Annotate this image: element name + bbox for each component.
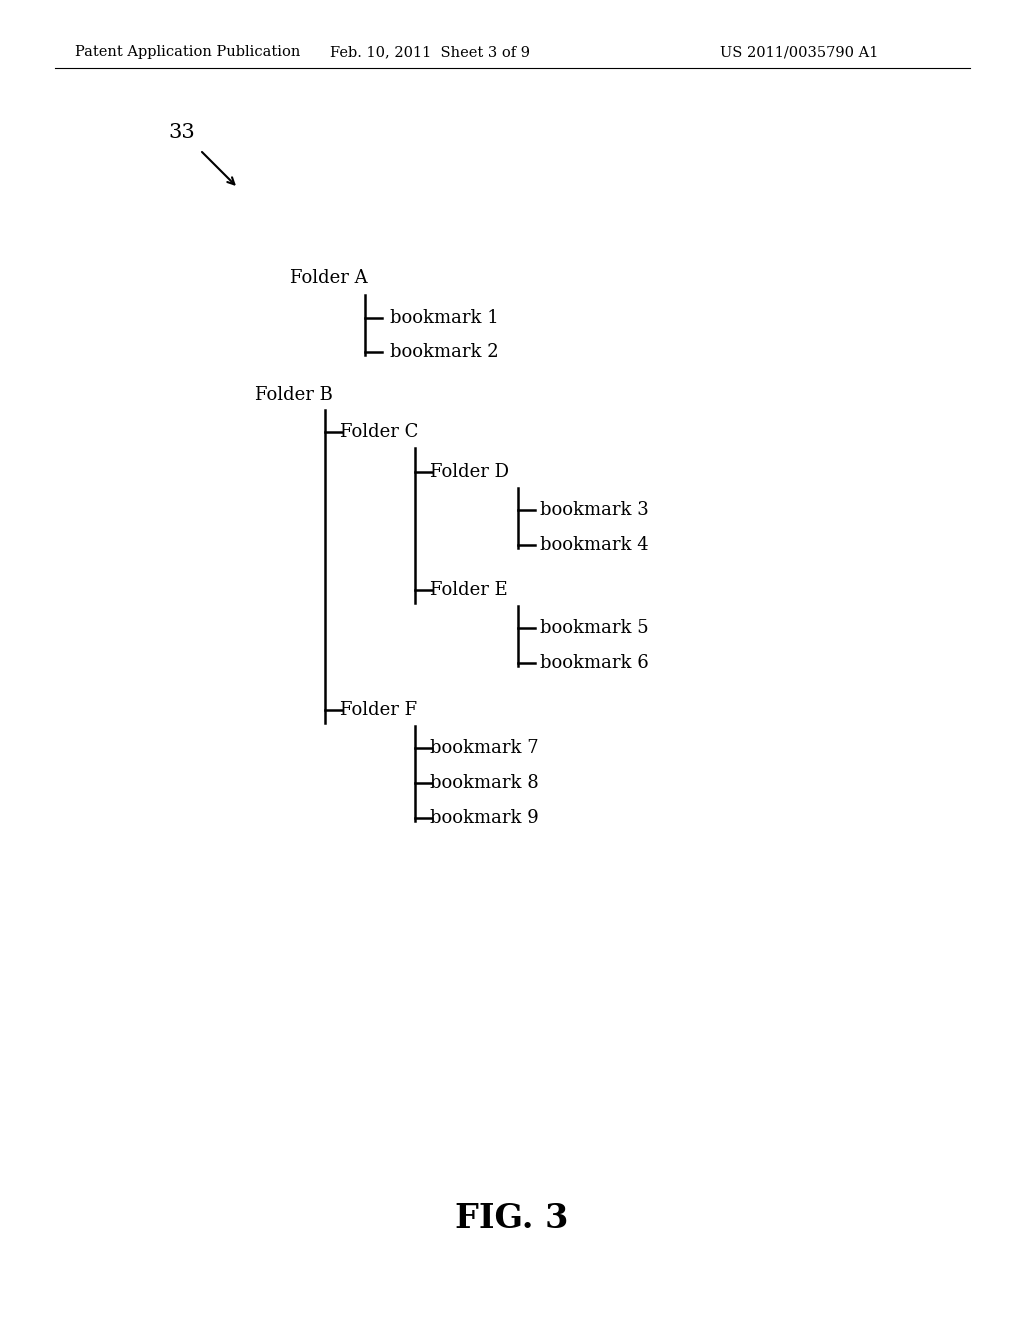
Text: Folder A: Folder A xyxy=(290,269,368,286)
Text: bookmark 2: bookmark 2 xyxy=(390,343,499,360)
Text: bookmark 7: bookmark 7 xyxy=(430,739,539,756)
Text: Folder D: Folder D xyxy=(430,463,509,480)
Text: Feb. 10, 2011  Sheet 3 of 9: Feb. 10, 2011 Sheet 3 of 9 xyxy=(330,45,530,59)
Text: bookmark 5: bookmark 5 xyxy=(540,619,648,638)
Text: FIG. 3: FIG. 3 xyxy=(456,1201,568,1234)
Text: bookmark 1: bookmark 1 xyxy=(390,309,499,327)
Text: 33: 33 xyxy=(168,124,195,143)
Text: bookmark 3: bookmark 3 xyxy=(540,502,649,519)
Text: Folder B: Folder B xyxy=(255,385,333,404)
Text: bookmark 8: bookmark 8 xyxy=(430,774,539,792)
Text: Folder C: Folder C xyxy=(340,422,419,441)
Text: Folder F: Folder F xyxy=(340,701,417,719)
Text: Patent Application Publication: Patent Application Publication xyxy=(75,45,300,59)
Text: US 2011/0035790 A1: US 2011/0035790 A1 xyxy=(720,45,879,59)
Text: Folder E: Folder E xyxy=(430,581,508,599)
Text: bookmark 4: bookmark 4 xyxy=(540,536,648,554)
Text: bookmark 9: bookmark 9 xyxy=(430,809,539,828)
Text: bookmark 6: bookmark 6 xyxy=(540,653,649,672)
